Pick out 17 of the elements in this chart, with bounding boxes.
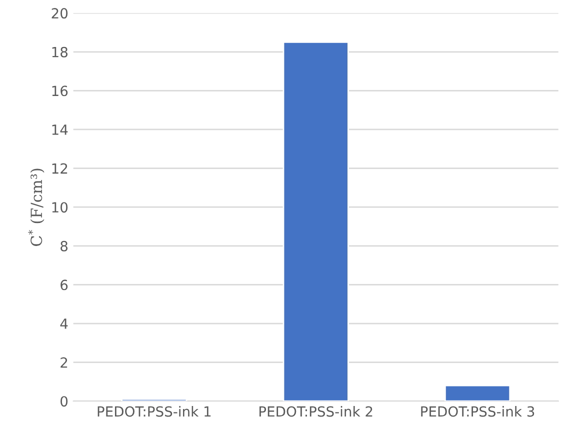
y-tick-label: 16 [52,86,68,96]
x-tick-label: PEDOT:PSS-ink 3 [421,406,534,417]
x-tick-label: PEDOT:PSS-ink 1 [98,406,211,417]
y-tick-label: 18 [52,46,68,58]
bar [444,384,511,402]
y-tick-label: 10 [52,202,68,213]
y-tick-label: 6 [60,280,68,290]
y-tick-label: 8 [60,240,68,252]
y-tick-label: 4 [60,318,68,329]
y-tick-label: 0 [60,396,68,407]
y-tick-label: 12 [52,163,68,174]
y-tick-label: 2 [60,357,68,368]
bar [282,41,349,402]
y-axis-title: C$^{*}$ (F/cm³) [28,168,44,246]
x-tick-label: PEDOT:PSS-ink 2 [260,406,372,417]
y-tick-label: 14 [52,124,68,135]
y-tick-label: 20 [52,8,68,19]
